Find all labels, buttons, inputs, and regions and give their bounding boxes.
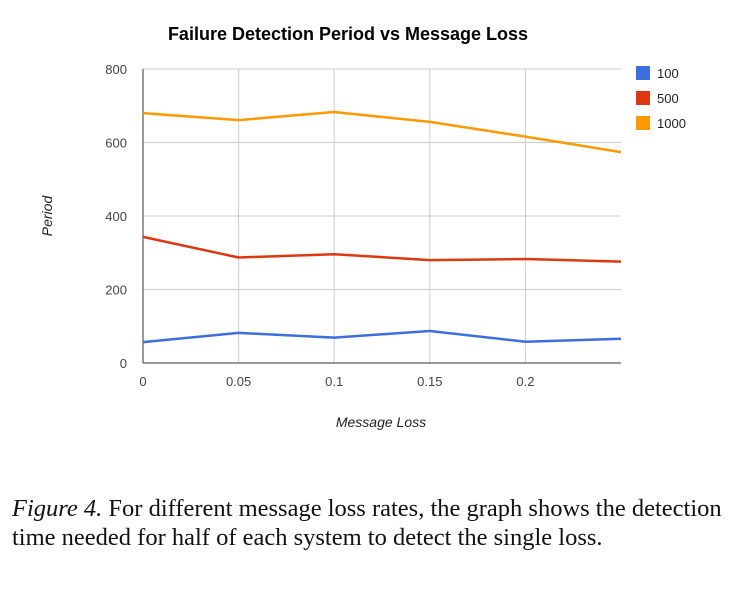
x-axis-label: Message Loss xyxy=(336,414,426,430)
y-tick-label: 200 xyxy=(105,283,127,298)
y-tick-label: 600 xyxy=(105,136,127,151)
legend-label-1000: 1000 xyxy=(657,116,686,131)
legend-swatch-500 xyxy=(636,91,650,105)
x-tick-label: 0.05 xyxy=(226,374,251,389)
chart: Failure Detection Period vs Message Loss… xyxy=(39,24,686,430)
axes: 0 200 400 600 800 0 0.05 0.1 0.15 0.2 xyxy=(105,62,621,389)
legend-swatch-100 xyxy=(636,66,650,80)
series-line-100 xyxy=(142,329,622,344)
legend-swatch-1000 xyxy=(636,116,650,130)
legend: 100 500 1000 xyxy=(636,66,686,131)
series-line-1000 xyxy=(142,110,622,154)
figure-label: Figure 4. xyxy=(12,495,103,522)
chart-title: Failure Detection Period vs Message Loss xyxy=(168,24,528,44)
series-lines xyxy=(142,110,622,344)
y-tick-label: 800 xyxy=(105,62,127,77)
legend-label-100: 100 xyxy=(657,66,679,81)
caption-text: For different message loss rates, the gr… xyxy=(12,495,722,551)
gridlines xyxy=(143,68,621,363)
x-tick-label: 0.2 xyxy=(516,374,534,389)
y-tick-label: 400 xyxy=(105,209,127,224)
y-axis-label: Period xyxy=(39,195,55,237)
x-tick-label: 0.15 xyxy=(417,374,442,389)
y-tick-label: 0 xyxy=(120,356,127,371)
figure-caption: Figure 4. For different message loss rat… xyxy=(12,494,736,552)
x-tick-label: 0 xyxy=(139,374,146,389)
x-tick-label: 0.1 xyxy=(325,374,343,389)
series-line-500 xyxy=(142,235,622,263)
legend-label-500: 500 xyxy=(657,91,679,106)
